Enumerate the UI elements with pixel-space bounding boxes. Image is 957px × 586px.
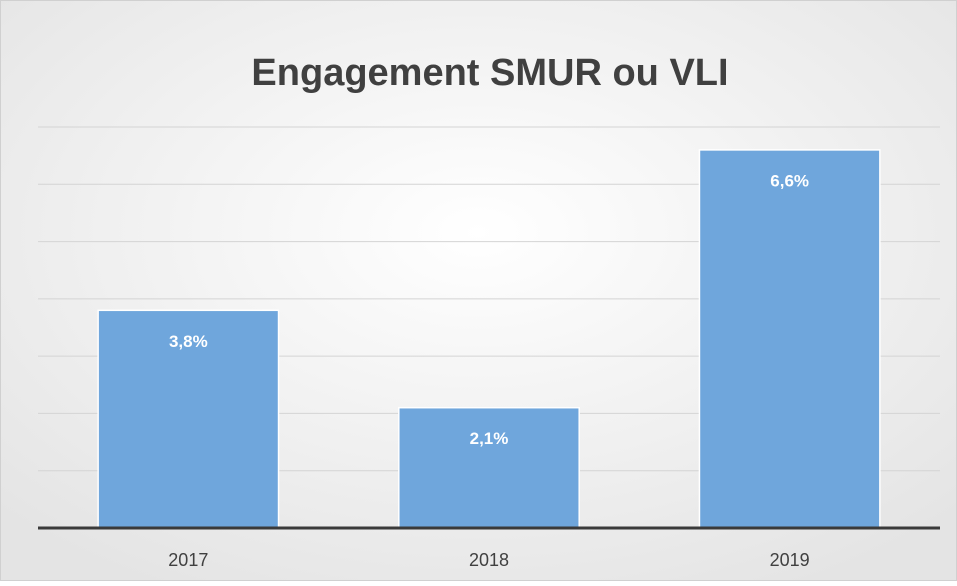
data-label: 6,6% <box>770 171 809 190</box>
bar <box>97 309 280 529</box>
bar <box>698 149 881 529</box>
data-label: 2,1% <box>470 429 509 448</box>
x-tick-label: 2017 <box>168 550 208 570</box>
data-label: 3,8% <box>169 332 208 351</box>
bar <box>398 406 580 529</box>
x-tick-label: 2018 <box>469 550 509 570</box>
x-tick-label: 2019 <box>770 550 810 570</box>
chart-title: Engagement SMUR ou VLI <box>251 52 728 94</box>
